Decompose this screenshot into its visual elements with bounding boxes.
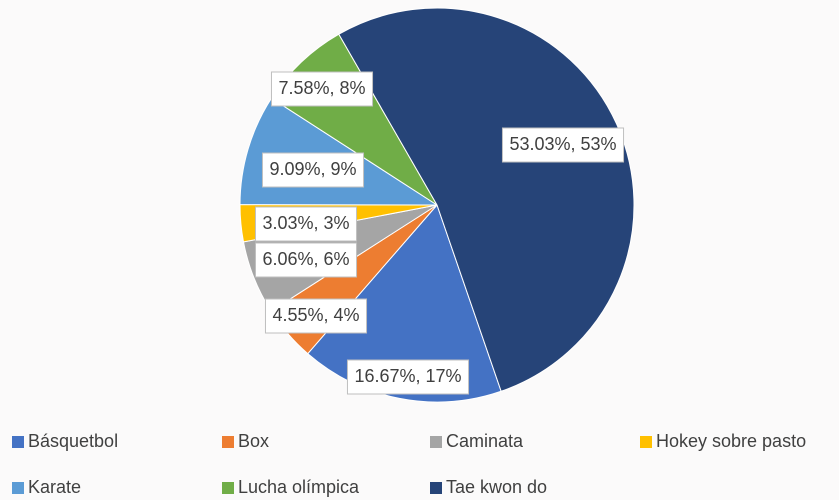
legend-label: Tae kwon do — [446, 477, 547, 497]
pie-slice — [338, 7, 635, 392]
data-label-box — [254, 242, 358, 278]
legend-swatch — [222, 482, 234, 494]
data-label-box — [264, 298, 368, 334]
data-label: 7.58%, 8% — [278, 78, 365, 98]
data-label-box — [501, 127, 625, 163]
data-label-box — [254, 206, 358, 242]
data-label-box — [261, 152, 365, 188]
data-label: 16.67%, 17% — [354, 366, 461, 386]
legend-label: Karate — [28, 477, 81, 497]
legend-swatch — [12, 436, 24, 448]
legend-label: Box — [238, 431, 269, 451]
legend-label: Básquetbol — [28, 431, 118, 451]
data-label: 9.09%, 9% — [269, 159, 356, 179]
legend-swatch — [430, 482, 442, 494]
pie-slice — [307, 204, 502, 403]
legend-swatch — [12, 482, 24, 494]
data-label-box — [346, 359, 470, 395]
legend-label: Lucha olímpica — [238, 477, 360, 497]
legend-swatch — [222, 436, 234, 448]
legend-swatch — [640, 436, 652, 448]
data-label: 4.55%, 4% — [272, 305, 359, 325]
legend-label: Caminata — [446, 431, 524, 451]
data-label-box — [270, 71, 374, 107]
legend-swatch — [430, 436, 442, 448]
data-label: 3.03%, 3% — [262, 213, 349, 233]
data-label: 53.03%, 53% — [509, 134, 616, 154]
legend-label: Hokey sobre pasto — [656, 431, 806, 451]
data-label: 6.06%, 6% — [262, 249, 349, 269]
